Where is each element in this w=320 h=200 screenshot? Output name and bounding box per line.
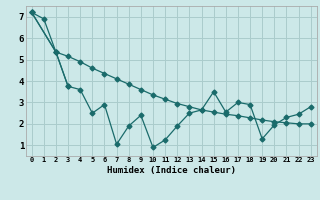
X-axis label: Humidex (Indice chaleur): Humidex (Indice chaleur) — [107, 166, 236, 175]
